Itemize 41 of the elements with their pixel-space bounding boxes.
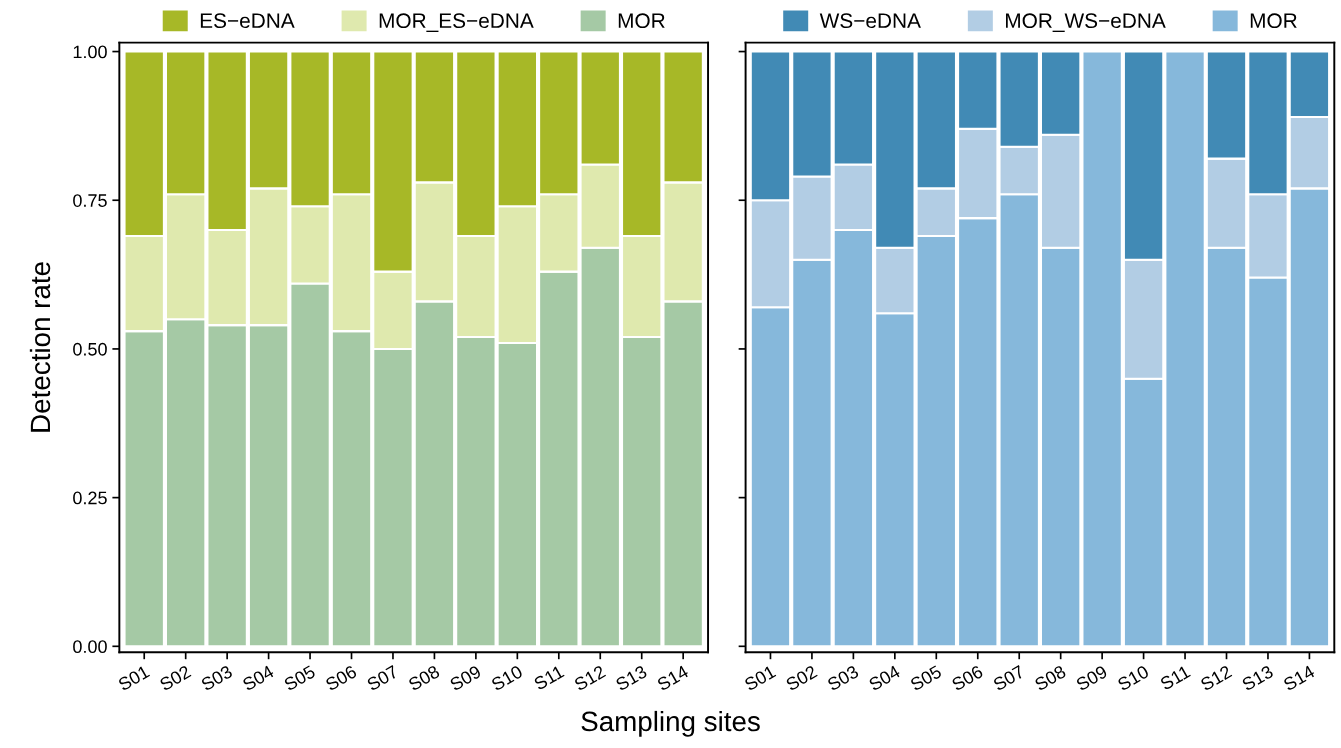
x-tick-label: S02 — [158, 664, 192, 692]
x-tick-label: S14 — [656, 664, 690, 692]
y-tick-label: 0.25 — [73, 491, 107, 505]
x-tick-label: S01 — [117, 664, 151, 692]
x-tick-label: S05 — [283, 664, 317, 692]
legend-label: MOR — [618, 13, 665, 29]
x-tick-label: S10 — [1116, 664, 1150, 692]
x-tick-label: S07 — [992, 664, 1026, 692]
x-tick-label: S10 — [490, 664, 524, 692]
y-tick-label: 1.00 — [73, 45, 107, 59]
series-label: WS−eDNA — [819, 13, 921, 29]
legend-label: MOR_ES−eDNA — [379, 13, 534, 32]
x-tick-label: S07 — [366, 664, 399, 692]
x-tick-label: S12 — [573, 664, 607, 692]
y-tick-label: 0.75 — [73, 194, 107, 207]
x-tick-label: S09 — [1075, 664, 1109, 692]
x-axis-title: Sampling sites — [581, 710, 760, 737]
x-tick-label: S09 — [449, 664, 482, 692]
x-tick-label: S01 — [743, 664, 777, 692]
x-tick-label: S03 — [200, 664, 234, 692]
x-tick-label: S02 — [785, 664, 818, 692]
x-tick-label: S08 — [407, 664, 441, 692]
x-tick-label: S13 — [614, 664, 648, 692]
y-tick-label: 0.00 — [73, 640, 107, 654]
y-axis-title: Detection rate — [29, 262, 51, 432]
x-tick-label: S12 — [1199, 664, 1233, 692]
x-tick-label: S14 — [1282, 664, 1316, 692]
y-tick-label: 0.50 — [73, 342, 107, 356]
legend-label: MOR — [1250, 13, 1297, 29]
x-tick-label: S06 — [324, 664, 358, 692]
x-tick-label: S04 — [867, 664, 902, 692]
x-tick-label: S05 — [909, 664, 943, 692]
x-tick-label: S13 — [1241, 664, 1274, 692]
legend-label: MOR_WS−eDNA — [1006, 13, 1166, 32]
x-tick-label: S04 — [241, 664, 275, 692]
x-tick-label: S03 — [826, 664, 860, 692]
x-tick-label: S08 — [1033, 664, 1067, 692]
x-tick-label: S06 — [950, 664, 984, 692]
legend-label: ES−eDNA — [200, 13, 295, 29]
x-tick-label: S11 — [1159, 664, 1191, 691]
x-tick-label: S11 — [533, 664, 565, 691]
